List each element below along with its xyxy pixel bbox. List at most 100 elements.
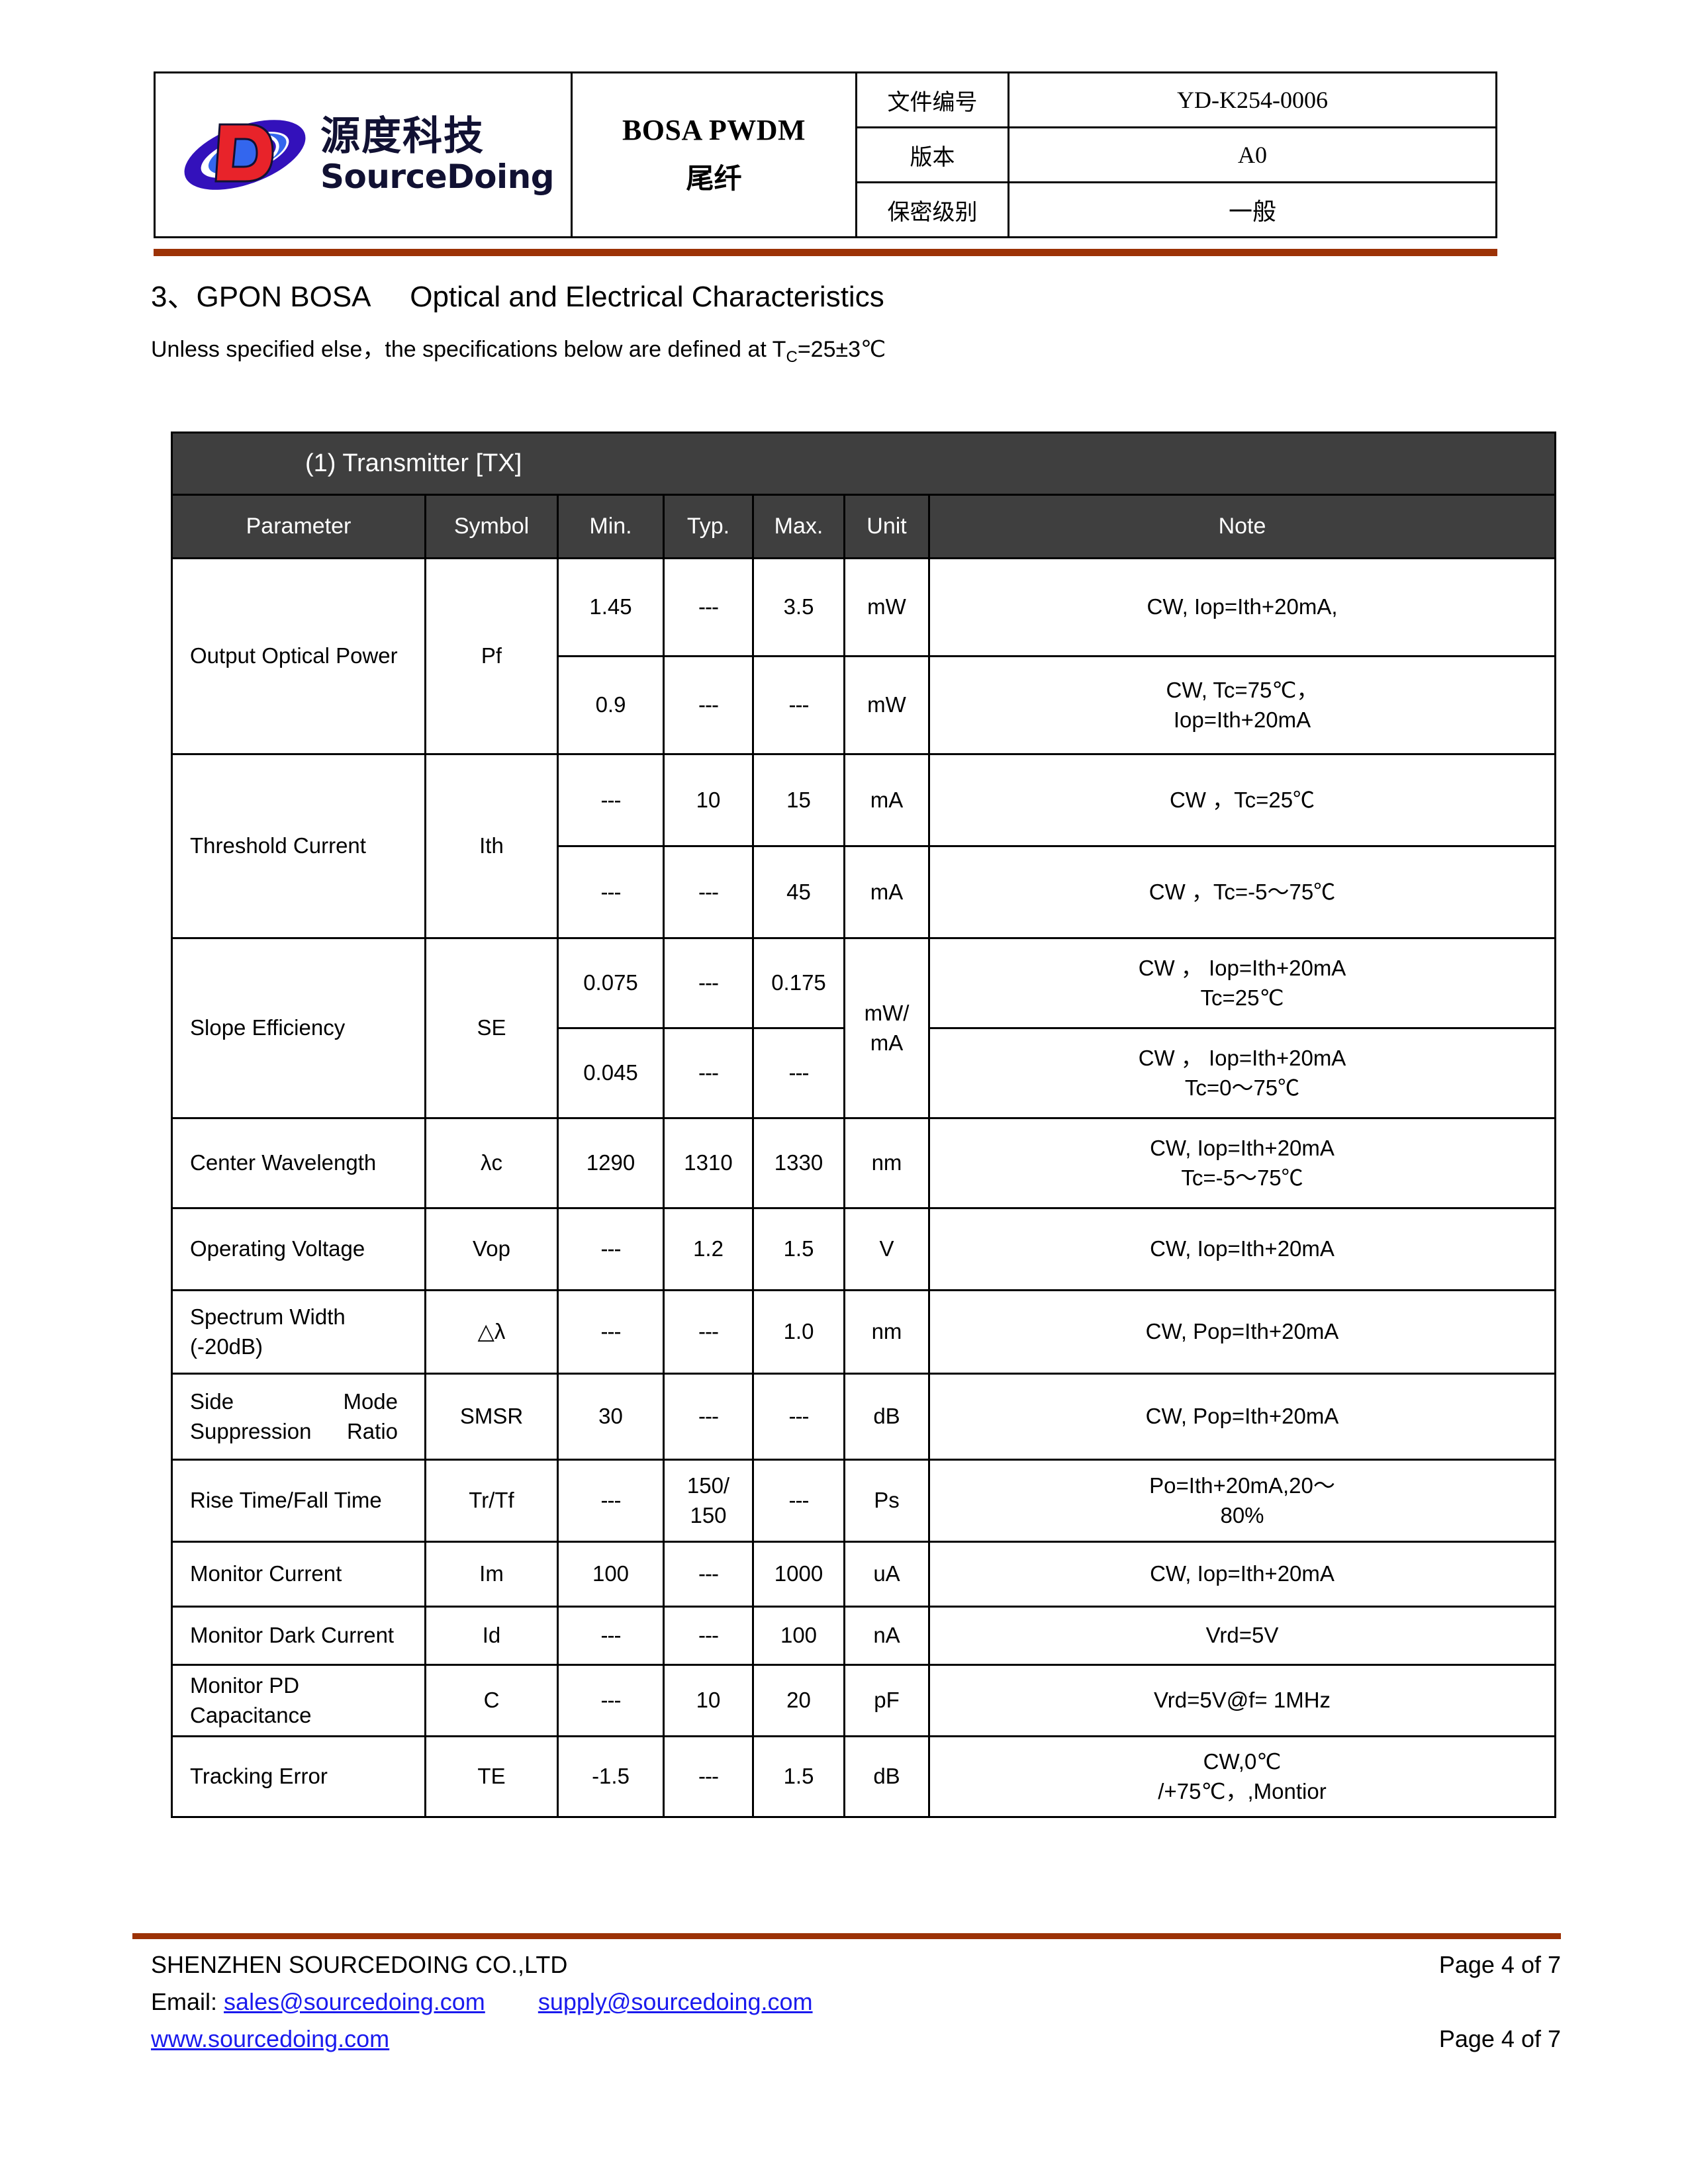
row-parameter: Threshold Current — [171, 753, 426, 939]
row-min: --- — [557, 753, 665, 847]
row-note: CW, Iop=Ith+20mA — [927, 1207, 1557, 1291]
row-typ: --- — [663, 1735, 754, 1818]
header-meta-row-confidentiality: 保密级别 一般 — [857, 183, 1495, 236]
page-title: 3、GPON BOSA Optical and Electrical Chara… — [151, 281, 884, 313]
row-max: 15 — [752, 753, 845, 847]
footer-line-company: SHENZHEN SOURCEDOING CO.,LTD Page 4 of 7 — [151, 1951, 1561, 1979]
product-title-cn: 尾纤 — [686, 162, 742, 195]
row-symbol: Ith — [424, 753, 559, 939]
row-note: Po=Ith+20mA,20～ 80% — [927, 1459, 1557, 1543]
row-parameter: Monitor PD Capacitance — [171, 1664, 426, 1737]
table-row: Slope Efficiency SE 0.075 --- 0.175 mW/ … — [171, 937, 1557, 1119]
row-typ: 10 — [663, 753, 754, 847]
website-link[interactable]: www.sourcedoing.com — [151, 2025, 390, 2052]
row-typ: 10 — [663, 1664, 754, 1737]
doc-number-value: YD-K254-0006 — [1177, 87, 1328, 113]
email-link-sales[interactable]: sales@sourcedoing.com — [224, 1988, 485, 2015]
row-symbol: C — [424, 1664, 559, 1737]
logo-english-name: SourceDoing — [320, 158, 555, 196]
row-parameter: Rise Time/Fall Time — [171, 1459, 426, 1543]
version-value: A0 — [1238, 142, 1267, 168]
row-note: CW ， Iop=Ith+20mA Tc=0～75℃ — [927, 1027, 1557, 1119]
row-note: CW,0℃ /+75℃，,Montior — [927, 1735, 1557, 1818]
page-subtitle: Unless specified else，the specifications… — [151, 331, 886, 367]
row-note: Vrd=5V@f= 1MHz — [927, 1664, 1557, 1737]
row-note: CW, Pop=Ith+20mA — [927, 1289, 1557, 1375]
row-min: 100 — [557, 1541, 665, 1608]
row-max: 1.0 — [752, 1289, 845, 1375]
row-symbol: Tr/Tf — [424, 1459, 559, 1543]
row-note: CW, Iop=Ith+20mA Tc=-5～75℃ — [927, 1117, 1557, 1209]
row-note: CW ，Tc=-5～75℃ — [927, 845, 1557, 939]
row-unit: mW/ mA — [843, 937, 930, 1119]
subtitle-subscript: C — [786, 347, 798, 366]
table-row: Side Mode Suppression Ratio SMSR 30 --- … — [171, 1373, 1557, 1461]
row-note: CW, Iop=Ith+20mA — [927, 1541, 1557, 1608]
row-unit: Ps — [843, 1459, 930, 1543]
row-parameter: Side Mode Suppression Ratio — [171, 1373, 426, 1461]
table-row: Operating Voltage Vop --- 1.2 1.5 V CW, … — [171, 1207, 1557, 1291]
column-header-max: Max. — [752, 494, 845, 559]
row-parameter: Spectrum Width (-20dB) — [171, 1289, 426, 1375]
table-row: 0.9 --- --- mW CW, Tc=75℃， Iop=Ith+20mA — [172, 655, 1557, 755]
row-max: 3.5 — [752, 557, 845, 657]
row-symbol: Vop — [424, 1207, 559, 1291]
row-unit: nm — [843, 1117, 930, 1209]
table-row: Monitor Current Im 100 --- 1000 uA CW, I… — [171, 1541, 1557, 1608]
row-parameter: Output Optical Power — [171, 557, 426, 755]
row-parameter: Tracking Error — [171, 1735, 426, 1818]
row-min: --- — [557, 1207, 665, 1291]
email-link-supply[interactable]: supply@sourcedoing.com — [538, 1988, 813, 2015]
footer-line-email: Email: sales@sourcedoing.com supply@sour… — [151, 1988, 1561, 2016]
row-unit: uA — [843, 1541, 930, 1608]
confidentiality-value: 一般 — [1228, 199, 1276, 226]
row-min: 0.9 — [557, 655, 665, 755]
page-number-bottom: Page 4 of 7 — [1438, 2025, 1561, 2052]
row-max: --- — [752, 1459, 845, 1543]
table-row: Monitor PD Capacitance C --- 10 20 pF Vr… — [171, 1664, 1557, 1737]
table-row: --- --- 45 mA CW ，Tc=-5～75℃ — [172, 845, 1557, 939]
row-unit: V — [843, 1207, 930, 1291]
row-max: 45 — [752, 845, 845, 939]
row-typ: --- — [663, 557, 754, 657]
company-name: SHENZHEN SOURCEDOING CO.,LTD — [151, 1951, 568, 1978]
row-parameter: Center Wavelength — [171, 1117, 426, 1209]
row-typ: 1.2 — [663, 1207, 754, 1291]
row-min: --- — [557, 845, 665, 939]
row-note: CW ，Tc=25℃ — [927, 753, 1557, 847]
subtitle-suffix: =25±3℃ — [797, 337, 886, 362]
row-unit: mA — [843, 845, 930, 939]
row-min: 1290 — [557, 1117, 665, 1209]
table-row: Output Optical Power Pf 1.45 --- 3.5 mW … — [171, 557, 1557, 755]
row-note: CW, Pop=Ith+20mA — [927, 1373, 1557, 1461]
footer-divider-rule — [132, 1933, 1561, 1939]
confidentiality-label: 保密级别 — [857, 183, 1009, 236]
subtitle-prefix: Unless specified else，the specifications… — [151, 337, 786, 362]
row-unit: pF — [843, 1664, 930, 1737]
table-row: Threshold Current Ith --- 10 15 mA CW ，T… — [171, 753, 1557, 939]
row-note: CW ， Iop=Ith+20mA Tc=25℃ — [927, 937, 1557, 1029]
table-title-row: (1) Transmitter [TX] — [170, 432, 1557, 496]
logo-chinese-name: 源度科技 — [320, 113, 485, 159]
row-parameter: Slope Efficiency — [171, 937, 426, 1119]
row-max: 20 — [752, 1664, 845, 1737]
row-unit: mW — [843, 655, 930, 755]
row-typ: --- — [663, 1289, 754, 1375]
row-note: Vrd=5V — [927, 1606, 1557, 1666]
row-min: --- — [557, 1664, 665, 1737]
table-row: Rise Time/Fall Time Tr/Tf --- 150/ 150 -… — [171, 1459, 1557, 1543]
row-max: 0.175 — [752, 937, 845, 1029]
transmitter-spec-table: (1) Transmitter [TX] Parameter Symbol Mi… — [170, 432, 1557, 1818]
email-label: Email: — [151, 1988, 218, 2015]
row-unit: nm — [843, 1289, 930, 1375]
row-min: 30 — [557, 1373, 665, 1461]
row-typ: --- — [663, 1027, 754, 1119]
page-number-top: Page 4 of 7 — [1438, 1951, 1561, 1978]
page-footer: SHENZHEN SOURCEDOING CO.,LTD Page 4 of 7… — [151, 1951, 1561, 2053]
column-header-unit: Unit — [843, 494, 930, 559]
header-meta-row-version: 版本 A0 — [857, 128, 1495, 183]
row-typ: --- — [663, 937, 754, 1029]
row-parameter: Operating Voltage — [171, 1207, 426, 1291]
row-max: --- — [752, 655, 845, 755]
doc-number-label: 文件编号 — [857, 73, 1009, 126]
